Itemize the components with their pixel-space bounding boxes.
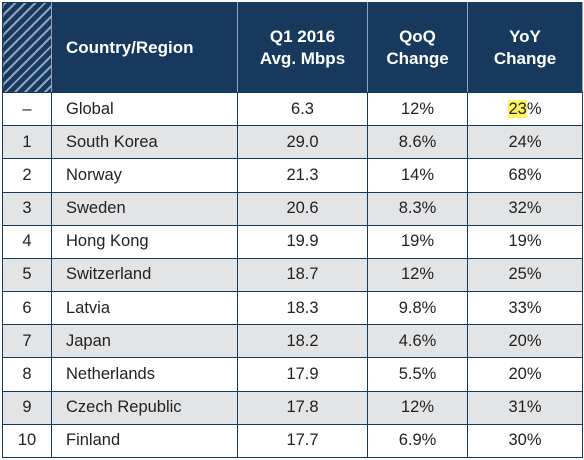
yoy-highlight-mark: 23	[508, 99, 527, 118]
qoq-change-cell: 8.6%	[367, 125, 468, 160]
header-avg-speed-line2: Avg. Mbps	[259, 48, 346, 68]
table-row: 1 South Korea 29.0 8.6% 24%	[2, 125, 583, 160]
table-row: 2 Norway 21.3 14% 68%	[2, 158, 583, 193]
yoy-change-cell: 32%	[467, 191, 583, 226]
header-qoq-change: QoQ Change	[367, 2, 468, 93]
yoy-change-cell: 23%	[467, 91, 583, 127]
rank-cell: 5	[2, 257, 52, 293]
country-cell: Norway	[51, 158, 238, 193]
header-qoq-line1: QoQ	[399, 26, 436, 46]
qoq-change-cell: 5.5%	[367, 357, 468, 392]
table-header-row: Country/Region Q1 2016 Avg. Mbps QoQ Cha…	[2, 2, 583, 93]
country-cell: Latvia	[51, 291, 238, 326]
avg-speed-cell: 20.6	[237, 191, 368, 226]
table-row: 4 Hong Kong 19.9 19% 19%	[2, 224, 583, 259]
table-row-global: – Global 6.3 12% 23%	[2, 91, 583, 127]
header-yoy-change: YoY Change	[467, 2, 583, 93]
avg-speed-cell: 18.2	[237, 324, 368, 359]
header-stripe-cell	[2, 2, 52, 93]
header-qoq-line2: Change	[386, 48, 449, 68]
qoq-change-cell: 19%	[367, 224, 468, 259]
avg-speed-cell: 17.9	[237, 357, 368, 392]
qoq-change-cell: 8.3%	[367, 191, 468, 226]
country-cell: Sweden	[51, 191, 238, 226]
avg-speed-cell: 18.7	[237, 257, 368, 293]
header-yoy-line1: YoY	[509, 26, 541, 46]
country-cell: Netherlands	[51, 357, 238, 392]
rank-cell: 2	[2, 158, 52, 193]
qoq-change-cell: 12%	[367, 91, 468, 127]
rank-cell: 9	[2, 390, 52, 425]
country-cell: Czech Republic	[51, 390, 238, 425]
avg-speed-cell: 17.7	[237, 423, 368, 459]
avg-speed-cell: 19.9	[237, 224, 368, 259]
qoq-change-cell: 12%	[367, 257, 468, 293]
yoy-change-cell: 20%	[467, 357, 583, 392]
country-cell: Finland	[51, 423, 238, 459]
rank-cell: 7	[2, 324, 52, 359]
country-cell: South Korea	[51, 125, 238, 160]
yoy-change-cell: 68%	[467, 158, 583, 193]
avg-speed-cell: 17.8	[237, 390, 368, 425]
rank-cell: 3	[2, 191, 52, 226]
rank-cell: 1	[2, 125, 52, 160]
table-row: 3 Sweden 20.6 8.3% 32%	[2, 191, 583, 226]
country-cell: Global	[51, 91, 238, 127]
yoy-change-cell: 31%	[467, 390, 583, 425]
header-avg-speed: Q1 2016 Avg. Mbps	[237, 2, 368, 93]
rank-cell: 10	[2, 423, 52, 459]
avg-speed-cell: 21.3	[237, 158, 368, 193]
qoq-change-cell: 12%	[367, 390, 468, 425]
yoy-change-cell: 33%	[467, 291, 583, 326]
yoy-percent-sign: %	[526, 99, 542, 118]
avg-speed-cell: 29.0	[237, 125, 368, 160]
table-row: 10 Finland 17.7 6.9% 30%	[2, 423, 583, 459]
yoy-change-cell: 19%	[467, 224, 583, 259]
table-row: 6 Latvia 18.3 9.8% 33%	[2, 291, 583, 326]
rank-cell: 8	[2, 357, 52, 392]
header-yoy-line2: Change	[493, 48, 557, 68]
yoy-change-cell: 20%	[467, 324, 583, 359]
header-avg-speed-line1: Q1 2016	[269, 26, 336, 46]
table-row: 9 Czech Republic 17.8 12% 31%	[2, 390, 583, 425]
table-row: 8 Netherlands 17.9 5.5% 20%	[2, 357, 583, 392]
yoy-change-cell: 25%	[467, 257, 583, 293]
rank-cell: 4	[2, 224, 52, 259]
qoq-change-cell: 4.6%	[367, 324, 468, 359]
country-cell: Japan	[51, 324, 238, 359]
yoy-change-cell: 24%	[467, 125, 583, 160]
rank-cell: –	[2, 91, 52, 127]
rank-cell: 6	[2, 291, 52, 326]
table-row: 5 Switzerland 18.7 12% 25%	[2, 257, 583, 293]
qoq-change-cell: 14%	[367, 158, 468, 193]
header-country-region: Country/Region	[51, 2, 238, 93]
table-row: 7 Japan 18.2 4.6% 20%	[2, 324, 583, 359]
country-cell: Switzerland	[51, 257, 238, 293]
yoy-change-cell: 30%	[467, 423, 583, 459]
avg-speed-cell: 6.3	[237, 91, 368, 127]
qoq-change-cell: 6.9%	[367, 423, 468, 459]
qoq-change-cell: 9.8%	[367, 291, 468, 326]
country-cell: Hong Kong	[51, 224, 238, 259]
avg-speed-cell: 18.3	[237, 291, 368, 326]
